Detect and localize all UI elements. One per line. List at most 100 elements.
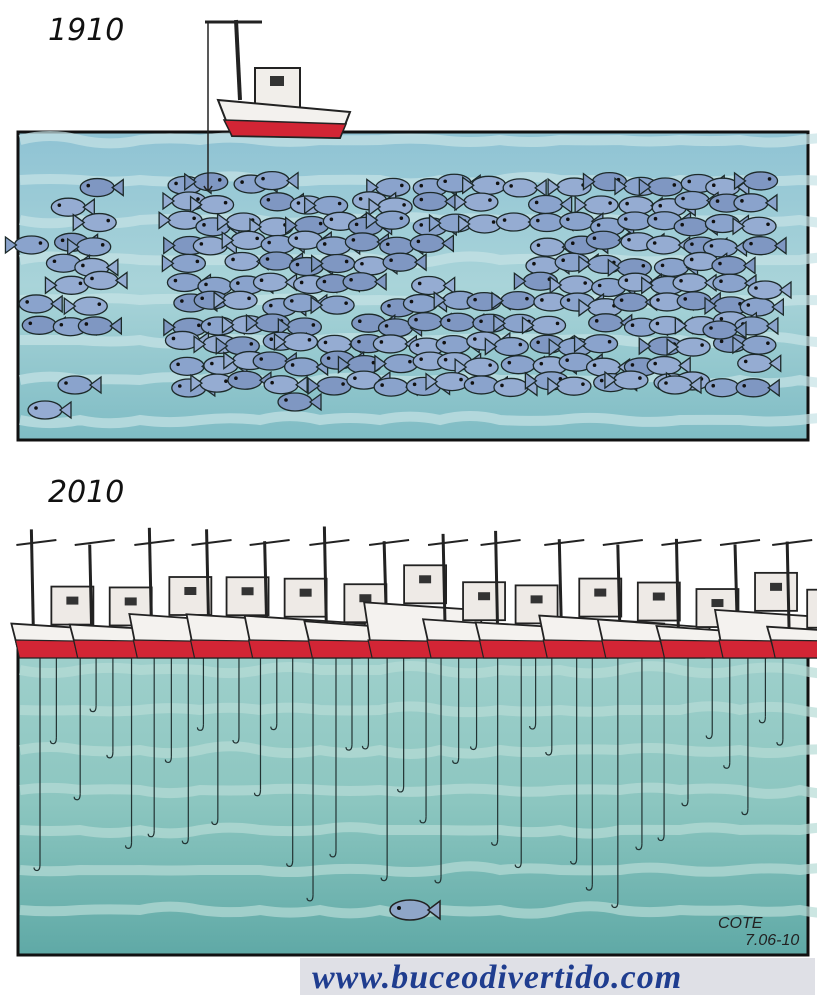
fish-tail <box>413 252 427 272</box>
fish-eye <box>495 181 500 186</box>
fish-tail <box>778 280 792 300</box>
fish-eye <box>653 361 657 366</box>
fish-eye <box>180 299 184 303</box>
fish-eye <box>709 326 713 330</box>
fish <box>190 373 235 393</box>
fish-eye <box>719 339 724 344</box>
fish-body <box>258 251 295 271</box>
fish <box>50 197 95 217</box>
fish-eye <box>259 357 264 361</box>
fish-body <box>374 210 410 230</box>
fish-eye <box>240 180 244 184</box>
fish-body <box>737 353 773 374</box>
fish-eye <box>766 341 770 345</box>
mast <box>205 529 211 623</box>
fish-tail <box>368 197 382 217</box>
fish-eye <box>210 361 214 366</box>
boom <box>249 539 290 546</box>
fish-tail <box>548 337 562 357</box>
fish-eye <box>658 203 663 208</box>
fish-eye <box>459 377 463 382</box>
fish-eye <box>743 359 748 364</box>
fish-tail <box>521 316 535 335</box>
fish-eye <box>269 337 274 342</box>
mast <box>733 544 739 618</box>
fish-eye <box>624 278 629 283</box>
fish-eye <box>290 299 294 303</box>
fish-tail <box>547 376 561 396</box>
fish-eye <box>199 242 204 246</box>
fish-eye <box>623 217 628 221</box>
fish <box>158 210 203 230</box>
fish-eye <box>443 357 448 362</box>
fish <box>646 355 691 376</box>
fish-body <box>83 270 119 291</box>
cabin <box>754 571 798 612</box>
fish <box>382 252 427 272</box>
fish-eye <box>594 319 599 323</box>
fish-eye <box>57 203 62 207</box>
hook <box>741 808 749 816</box>
fish-eye <box>446 318 451 323</box>
signature-date: 7.06-10 <box>745 932 799 949</box>
fish-eye <box>197 323 201 328</box>
fish-body <box>252 351 288 371</box>
fish-eye <box>266 197 271 202</box>
fish <box>711 255 756 276</box>
mast <box>494 530 500 631</box>
fish-body <box>585 230 622 250</box>
fish-eye <box>269 303 273 308</box>
fish-body <box>527 194 564 215</box>
fish-tail <box>773 236 787 255</box>
fish-eye <box>296 201 301 205</box>
hook <box>705 732 713 740</box>
fish-eye <box>255 236 259 241</box>
fish-eye <box>754 286 758 290</box>
hook <box>397 785 405 793</box>
boat-fleet <box>10 526 817 659</box>
boom <box>602 539 643 546</box>
fish <box>547 376 592 396</box>
fish-eye <box>354 222 359 227</box>
fish-body <box>463 375 500 395</box>
fish-body <box>739 297 775 317</box>
fish-body <box>702 320 738 340</box>
fish-eye <box>690 242 694 246</box>
fish-eye <box>59 322 64 327</box>
fish-eye <box>408 359 412 364</box>
hook <box>380 874 388 882</box>
fish-body <box>50 197 86 217</box>
fish <box>27 400 72 420</box>
fish-eye <box>479 319 483 324</box>
fish-eye <box>719 279 723 284</box>
fish-eye <box>536 243 541 247</box>
fish-eye <box>711 383 716 388</box>
fish-eye <box>204 282 208 287</box>
fish-body <box>741 335 777 355</box>
fish-tail <box>58 400 72 420</box>
fish-eye <box>400 183 404 188</box>
hook <box>147 830 155 838</box>
fish-eye <box>200 296 204 301</box>
fish <box>342 272 387 292</box>
fish-eye <box>540 298 544 302</box>
fish-body <box>383 353 419 374</box>
fish-eye <box>344 259 349 264</box>
fish-tail <box>491 291 505 310</box>
fish-tail <box>768 354 782 373</box>
fish <box>161 253 207 274</box>
fish-eye <box>507 360 512 365</box>
fish-eye <box>265 257 270 261</box>
fish-eye <box>419 357 423 361</box>
fish-eye <box>566 298 571 302</box>
fish-eye <box>718 261 722 266</box>
fish-body <box>741 216 777 236</box>
fish-body <box>166 272 203 293</box>
fish-eye <box>473 297 477 302</box>
fish-eye <box>656 298 660 302</box>
mast <box>29 529 35 632</box>
fish-eye <box>106 218 111 223</box>
wave <box>18 411 817 429</box>
fish <box>732 216 777 236</box>
fish-eye <box>419 183 424 188</box>
